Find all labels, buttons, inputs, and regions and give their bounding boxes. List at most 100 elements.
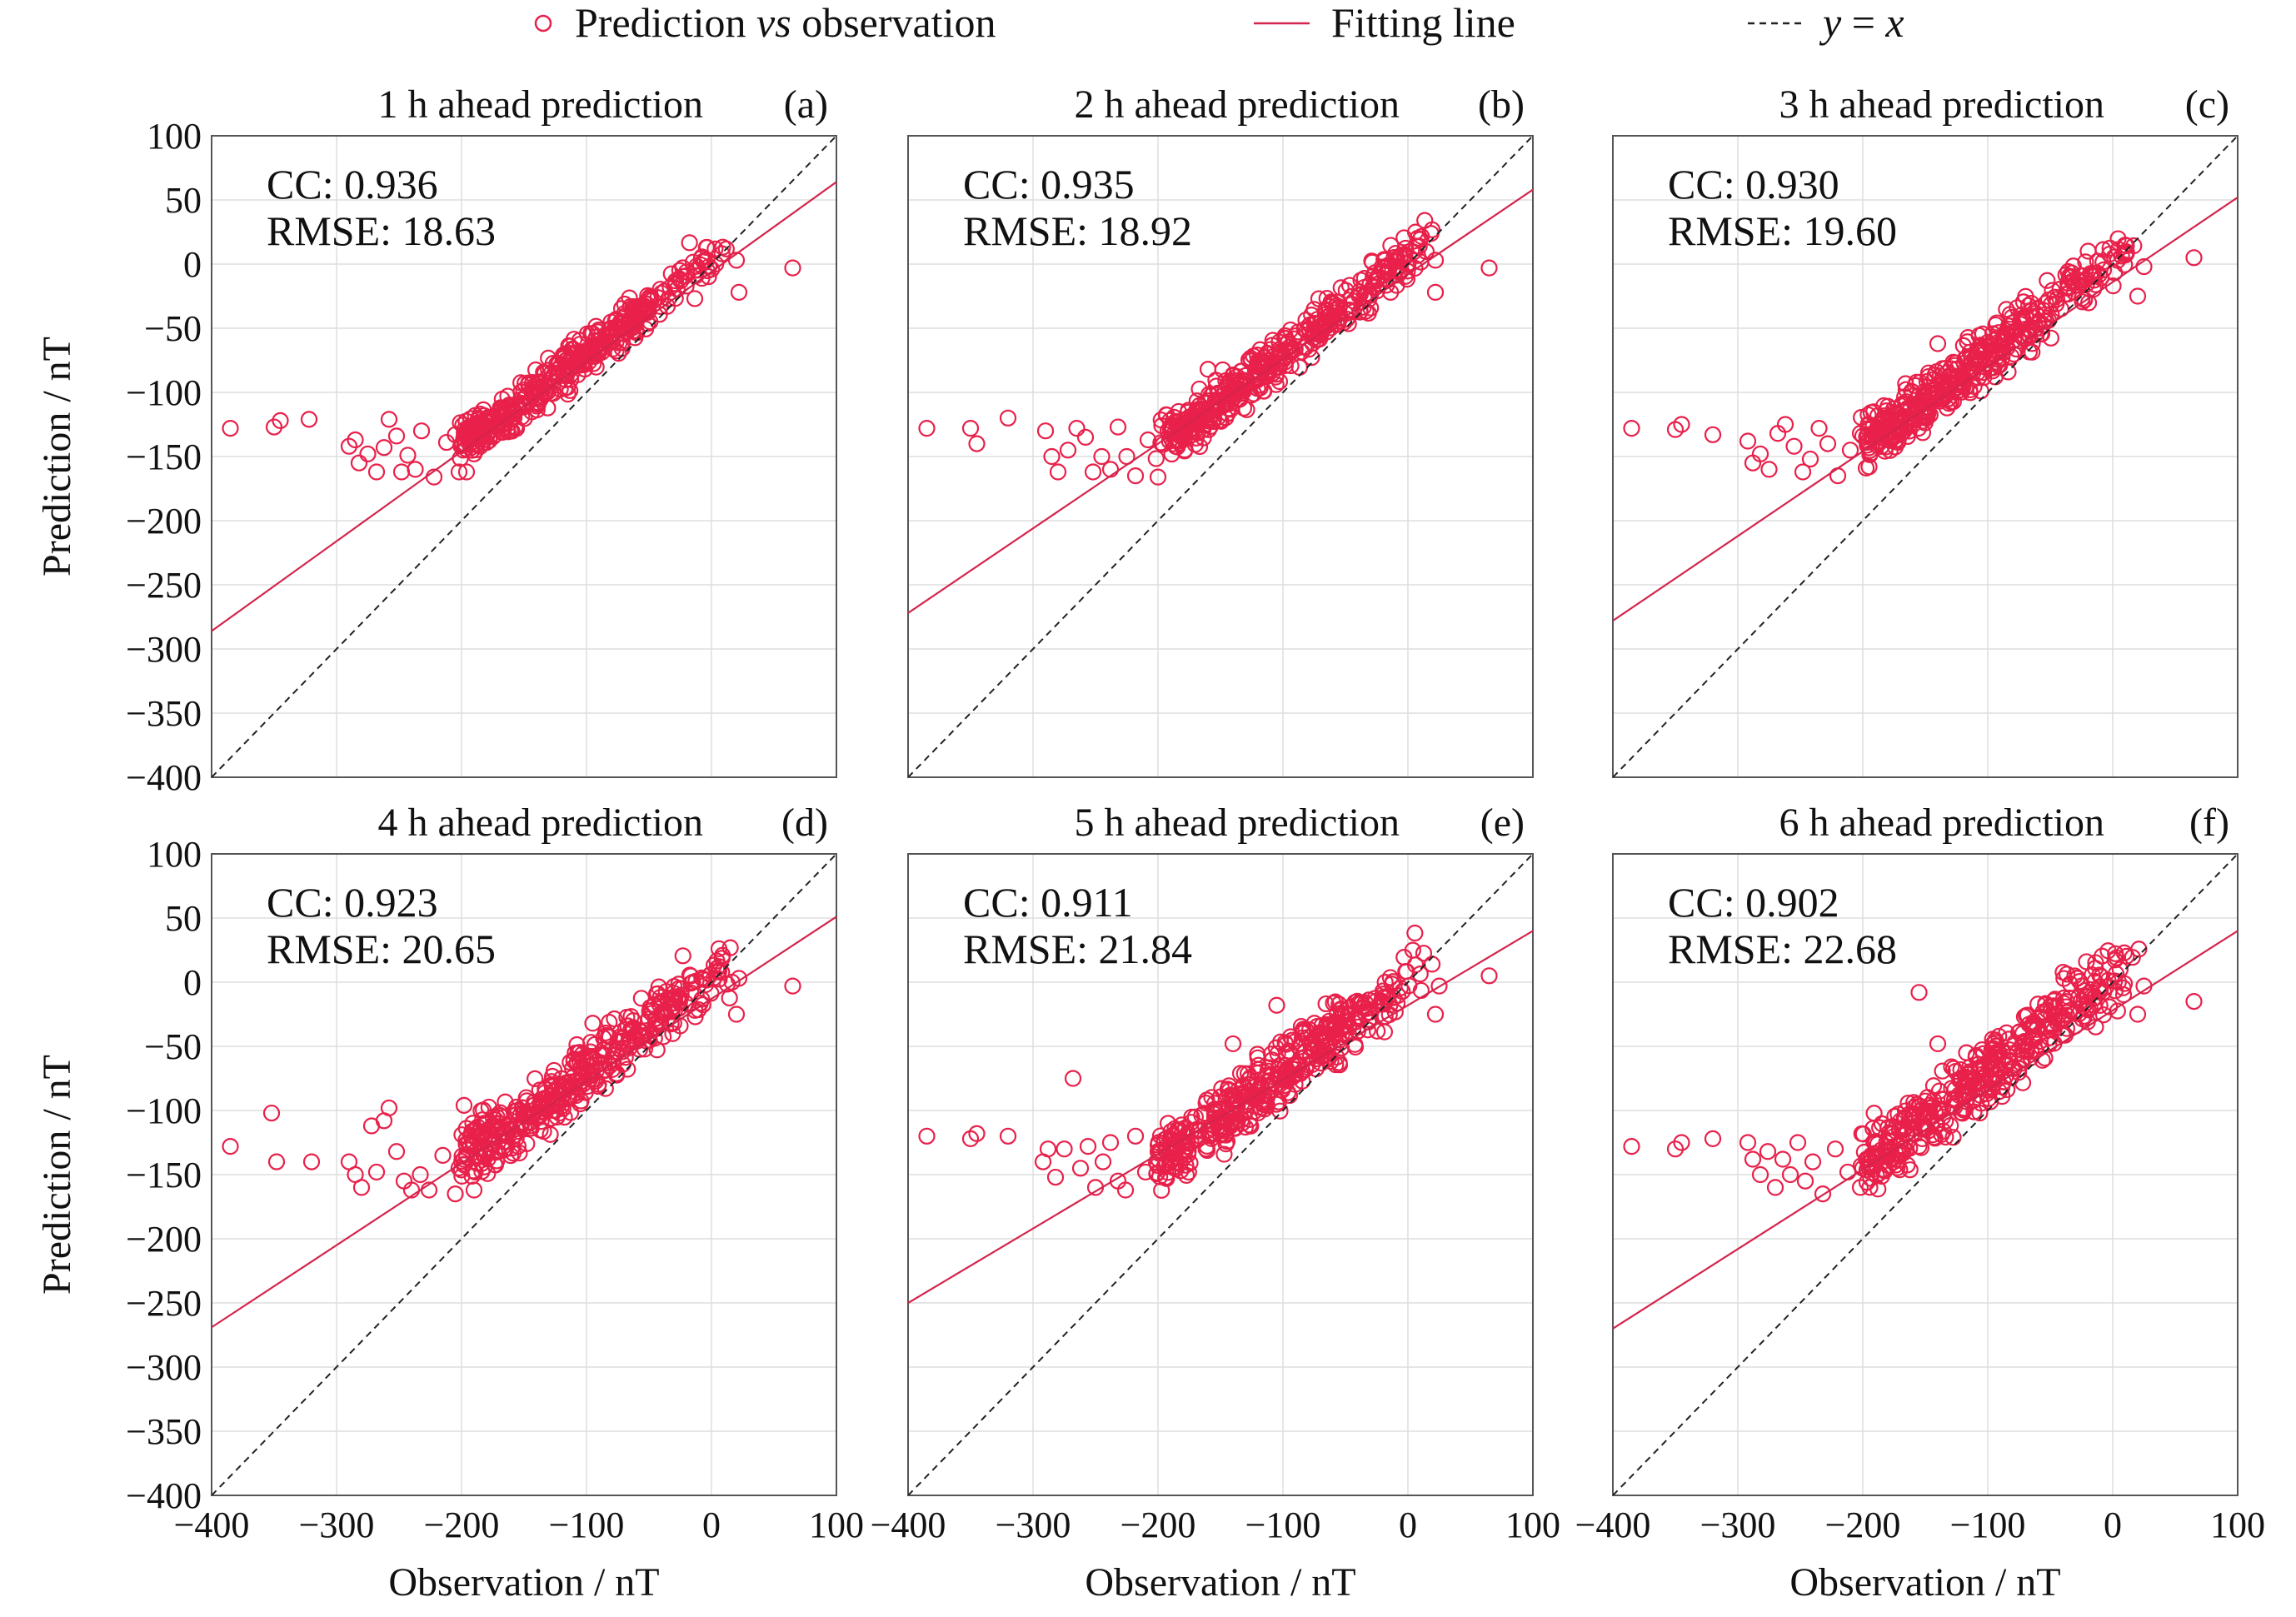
data-point: [1242, 349, 1260, 367]
data-point: [472, 406, 489, 423]
data-point: [496, 414, 513, 432]
plot-area: [212, 136, 836, 777]
data-point: [2071, 973, 2089, 991]
data-point: [968, 1125, 986, 1142]
x-axis-title: Observation / nT: [388, 1560, 659, 1605]
data-point: [528, 401, 546, 419]
identity-line: [908, 854, 1533, 1495]
data-point: [1891, 1137, 1909, 1155]
data-point: [463, 1167, 481, 1185]
data-point: [2107, 945, 2124, 962]
y-tick-label: 0: [183, 962, 202, 1003]
y-tick-label: −400: [126, 757, 202, 798]
data-point: [562, 382, 579, 399]
plot-frame: [907, 853, 1534, 1496]
data-point: [584, 1015, 601, 1032]
data-point: [2058, 966, 2076, 983]
data-point: [1268, 996, 1285, 1014]
data-point: [918, 420, 936, 437]
data-point: [1395, 247, 1413, 264]
data-point: [595, 1029, 612, 1047]
data-point: [1224, 1035, 1242, 1053]
data-point: [1884, 403, 1903, 421]
data-point: [1267, 366, 1285, 383]
x-tick-label: 0: [2104, 1505, 2122, 1545]
y-tick-label: −200: [126, 1219, 202, 1260]
data-point: [1976, 1071, 1994, 1090]
data-point: [1417, 242, 1435, 261]
data-point: [1915, 383, 1933, 401]
data-point: [1406, 259, 1424, 277]
data-point: [1819, 435, 1837, 452]
data-point: [340, 437, 358, 455]
data-point: [1814, 1185, 1832, 1203]
identity-line: [212, 854, 836, 1495]
panel-title: 5 h ahead prediction: [1074, 801, 1400, 845]
data-point: [694, 996, 711, 1014]
y-tick-label: −50: [144, 308, 202, 349]
y-tick-label: 100: [147, 834, 202, 875]
data-point: [2101, 239, 2119, 257]
data-point: [1205, 1102, 1223, 1120]
x-tick-label: −100: [549, 1505, 625, 1545]
data-point: [479, 1165, 497, 1182]
data-point: [2185, 992, 2203, 1011]
cc-value: CC: 0.923: [267, 879, 438, 926]
data-point: [1804, 1153, 1822, 1170]
data-point: [1264, 332, 1281, 349]
data-point: [1860, 439, 1878, 457]
data-point: [1751, 445, 1769, 463]
panel-title: 1 h ahead prediction: [377, 82, 703, 127]
data-point: [495, 1109, 512, 1126]
data-point: [267, 1153, 286, 1170]
data-point: [1210, 384, 1227, 402]
data-point: [1480, 967, 1498, 985]
data-point: [399, 447, 417, 464]
data-point: [1480, 259, 1498, 277]
y-tick-label: −300: [126, 629, 202, 670]
data-point: [1036, 422, 1055, 440]
data-point: [2079, 242, 2097, 260]
data-point: [1269, 354, 1286, 372]
data-point: [574, 1050, 591, 1067]
data-point: [594, 1046, 612, 1064]
data-point: [1886, 1107, 1904, 1125]
data-point: [367, 463, 386, 481]
data-point: [1043, 447, 1061, 466]
data-point: [1426, 283, 1445, 301]
panel-title: 2 h ahead prediction: [1074, 82, 1400, 127]
data-point: [2129, 1006, 2147, 1023]
data-point: [1905, 1099, 1923, 1116]
data-point: [1298, 1056, 1316, 1074]
rmse-value: RMSE: 22.68: [1668, 926, 1897, 972]
x-tick-label: −200: [424, 1505, 500, 1545]
data-point: [1332, 1001, 1350, 1019]
cc-value: CC: 0.930: [1668, 161, 1839, 207]
data-point: [999, 409, 1017, 427]
fit-line: [1613, 197, 2238, 622]
data-point: [518, 1135, 536, 1152]
data-point: [1156, 1157, 1174, 1175]
data-point: [1934, 1108, 1952, 1125]
data-point: [1352, 272, 1370, 289]
data-point: [2129, 287, 2147, 305]
data-point: [463, 1133, 482, 1150]
data-point: [1983, 1070, 2000, 1087]
data-point: [1205, 410, 1223, 427]
data-point: [1168, 432, 1186, 449]
data-point: [1230, 1085, 1248, 1103]
data-point: [387, 1143, 406, 1160]
data-point: [1878, 402, 1895, 420]
panel-title: 4 h ahead prediction: [377, 801, 703, 845]
data-point: [2116, 256, 2134, 273]
data-point: [2014, 293, 2033, 311]
data-point: [380, 411, 398, 428]
data-point: [434, 1146, 452, 1165]
data-point: [2079, 988, 2097, 1006]
data-point: [1064, 1070, 1082, 1087]
data-point: [1857, 459, 1875, 477]
plot-area: [1613, 136, 2238, 777]
data-point: [1376, 1008, 1394, 1026]
